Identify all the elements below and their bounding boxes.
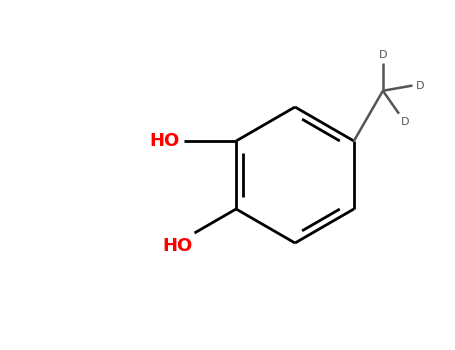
Text: D: D — [415, 80, 424, 91]
Text: HO: HO — [150, 132, 180, 150]
Text: HO: HO — [162, 237, 192, 255]
Text: D: D — [401, 117, 410, 127]
Text: D: D — [379, 50, 387, 60]
